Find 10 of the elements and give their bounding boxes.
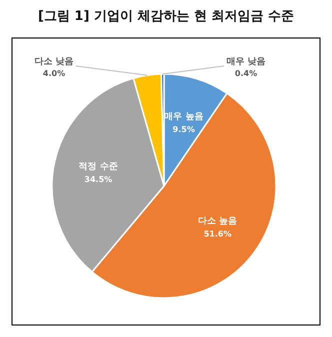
slice-label: 적정 수준 (78, 162, 118, 172)
data-label: 0.4% (234, 69, 258, 78)
data-label: 4.0% (42, 69, 66, 78)
data-label: 34.5% (84, 174, 112, 184)
chart-title: [그림 1] 기업이 체감하는 현 최저임금 수준 (38, 9, 294, 24)
slice-label: 매우 낮음 (226, 57, 266, 67)
slice-label: 다소 높음 (198, 216, 238, 227)
slice-label: 다소 낮음 (34, 57, 74, 67)
data-label: 51.6% (204, 230, 232, 239)
data-label: 9.5% (172, 124, 195, 134)
